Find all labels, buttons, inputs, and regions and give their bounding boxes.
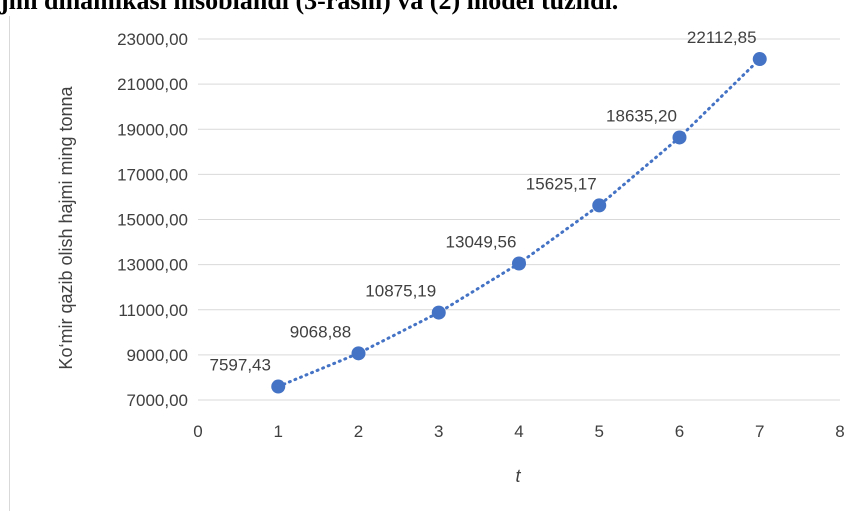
data-points (271, 52, 767, 394)
data-labels: 7597,43 9068,88 10875,19 13049,56 15625,17 18… (210, 28, 757, 375)
x-tick-label: 0 (193, 422, 202, 441)
data-label: 15625,17 (526, 174, 597, 193)
chart-frame-border (9, 16, 10, 511)
y-tick-label: 23000,00 (117, 30, 188, 49)
x-tick-label: 8 (835, 422, 844, 441)
x-axis-tick-labels: 0 1 2 3 4 5 6 7 8 (193, 422, 844, 441)
data-point (672, 130, 687, 145)
data-point (351, 346, 366, 361)
y-tick-label: 15000,00 (117, 211, 188, 230)
data-point (271, 379, 286, 394)
data-label: 7597,43 (210, 356, 271, 375)
x-tick-label: 2 (354, 422, 363, 441)
gridlines (198, 38, 840, 401)
data-label: 18635,20 (606, 106, 677, 125)
data-point (512, 256, 526, 271)
y-tick-label: 17000,00 (117, 165, 188, 184)
data-point (592, 198, 607, 213)
data-label: 9068,88 (290, 322, 351, 341)
y-axis-title: Ko‘mir qazib olish hajmi ming tonna (56, 85, 76, 369)
x-tick-label: 7 (755, 422, 764, 441)
y-tick-label: 11000,00 (118, 301, 188, 320)
x-axis-title: t (515, 466, 521, 486)
y-tick-label: 13000,00 (117, 256, 188, 275)
x-tick-label: 5 (595, 422, 604, 441)
data-label: 22112,85 (687, 28, 757, 47)
document-caption-fragment: jmi dinamikasi hisoblandi (3-rasm) va (2… (0, 0, 619, 15)
x-tick-label: 3 (434, 422, 443, 441)
y-tick-label: 9000,00 (127, 346, 188, 365)
data-point (431, 305, 446, 320)
y-tick-label: 7000,00 (127, 391, 188, 410)
y-tick-label: 21000,00 (117, 75, 188, 94)
data-label: 13049,56 (446, 233, 517, 252)
y-tick-label: 19000,00 (117, 120, 188, 139)
x-tick-label: 4 (514, 422, 523, 441)
data-point (752, 52, 767, 67)
data-label: 10875,19 (365, 282, 436, 301)
x-tick-label: 1 (274, 422, 283, 441)
x-tick-label: 6 (675, 422, 684, 441)
y-axis-tick-labels: 7000,00 9000,00 11000,00 13000,00 15000,00 17… (117, 30, 188, 410)
